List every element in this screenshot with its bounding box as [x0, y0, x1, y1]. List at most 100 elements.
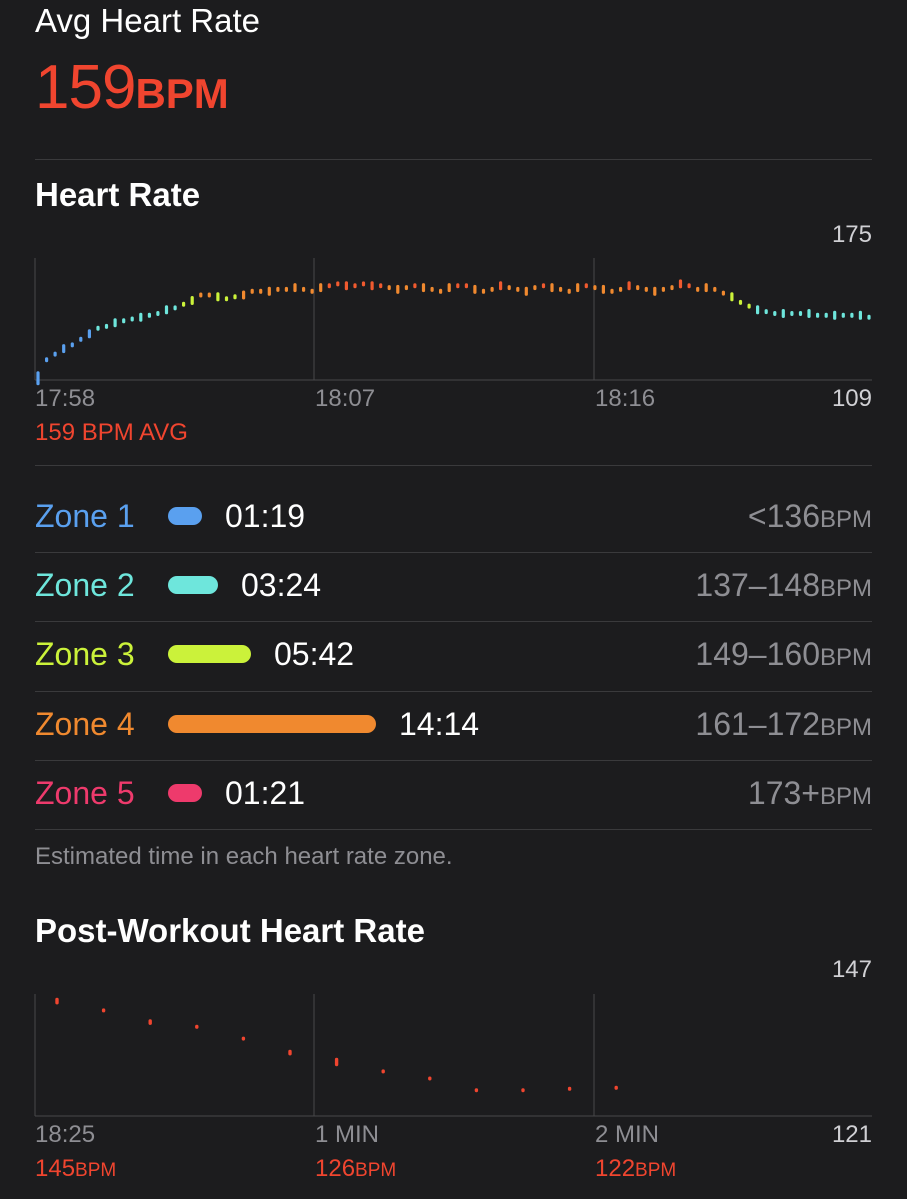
pw-data-point: [195, 1024, 199, 1029]
hr-data-point: [619, 286, 623, 292]
hr-data-point: [379, 283, 383, 289]
hr-data-point: [841, 312, 845, 318]
pw-data-point: [567, 1086, 572, 1091]
zone-time: 01:21: [225, 775, 306, 811]
hr-data-point: [293, 283, 297, 293]
hr-data-point: [182, 301, 186, 307]
hr-data-point: [130, 316, 134, 322]
pw-caption-2: 126BPM: [315, 1155, 396, 1183]
divider: [35, 829, 872, 830]
hr-data-point: [653, 286, 657, 296]
hr-data-point: [858, 310, 862, 320]
hr-data-point: [593, 285, 597, 291]
pw-data-point: [521, 1088, 525, 1093]
hr-data-point: [636, 285, 640, 291]
pw-y-min-label: 121: [831, 1121, 872, 1148]
hr-data-point: [601, 284, 605, 294]
zone-bar: [168, 645, 251, 663]
zone-label: Zone 4: [35, 706, 135, 742]
hr-data-point: [747, 303, 751, 309]
zone-row-5: Zone 5 01:21 173+BPM: [35, 761, 872, 830]
hr-data-point: [704, 283, 708, 293]
avg-heart-rate-label: Avg Heart Rate: [35, 2, 261, 39]
hr-data-point: [79, 336, 83, 342]
zone-range-unit: BPM: [819, 575, 872, 602]
pw-data-point: [474, 1088, 479, 1093]
hr-x-tick-3: 18:16: [595, 385, 656, 412]
hr-data-point: [36, 371, 40, 386]
pw-caption-unit: BPM: [355, 1160, 397, 1181]
zone-label: Zone 3: [35, 636, 135, 672]
hr-data-point: [344, 281, 348, 291]
hr-data-point: [104, 323, 109, 329]
hr-data-point: [267, 286, 271, 296]
hr-data-point: [738, 299, 743, 305]
zone-range: 149–160BPM: [695, 636, 872, 673]
hr-data-point: [773, 311, 777, 316]
hr-data-point: [533, 285, 537, 291]
zone-range: 137–148BPM: [695, 567, 872, 604]
zone-row-1: Zone 1 01:19 <136BPM: [35, 484, 872, 553]
pw-caption-value: 145: [35, 1155, 76, 1182]
zone-range: 173+BPM: [748, 775, 872, 812]
divider: [35, 621, 872, 622]
zone-bar: [168, 784, 202, 802]
hr-data-point: [764, 309, 768, 315]
hr-data-point: [464, 283, 468, 289]
hr-data-point: [336, 281, 340, 287]
zone-bar: [168, 715, 376, 733]
hr-data-point: [164, 305, 169, 315]
hr-data-point: [550, 283, 554, 293]
hr-data-point: [147, 312, 151, 318]
pw-data-point: [334, 1057, 339, 1067]
hr-data-point: [559, 286, 563, 292]
hr-data-point: [490, 286, 494, 292]
pw-caption-value: 122: [595, 1155, 636, 1182]
pw-data-point: [101, 1008, 106, 1013]
zone-range-unit: BPM: [819, 714, 872, 741]
hr-data-point: [798, 311, 803, 316]
hr-data-point: [413, 283, 417, 289]
zone-range-unit: BPM: [819, 644, 872, 671]
zone-time: 14:14: [399, 706, 480, 742]
pw-marks: [55, 997, 618, 1093]
divider: [35, 465, 872, 466]
hr-data-point: [627, 281, 631, 291]
zone-range: 161–172BPM: [695, 706, 872, 743]
pw-x-tick-1: 18:25: [35, 1121, 96, 1148]
hr-data-point: [524, 286, 528, 296]
hr-data-point: [224, 296, 229, 302]
hr-data-point: [661, 286, 665, 292]
hr-data-point: [319, 283, 323, 293]
hr-data-point: [113, 318, 117, 328]
hr-data-point: [370, 281, 374, 291]
hr-data-point: [361, 281, 366, 287]
pw-data-point: [381, 1069, 385, 1074]
hr-data-point: [730, 292, 734, 302]
hr-data-point: [678, 279, 683, 289]
zone-range-value: <136: [747, 498, 820, 534]
hr-data-point: [713, 286, 717, 292]
pw-data-point: [428, 1076, 432, 1081]
avg-heart-rate-unit: BPM: [135, 70, 229, 117]
hr-data-point: [87, 329, 91, 339]
hr-data-point: [576, 283, 580, 293]
hr-data-point: [439, 288, 443, 294]
hr-data-point: [353, 283, 357, 289]
hr-data-point: [610, 288, 614, 294]
zone-note: Estimated time in each heart rate zone.: [35, 843, 453, 870]
hr-data-point: [242, 290, 246, 300]
zone-time: 01:19: [225, 498, 306, 534]
hr-data-point: [833, 310, 837, 320]
hr-data-point: [62, 344, 66, 354]
zone-range-unit: BPM: [819, 506, 872, 533]
hr-data-point: [696, 286, 700, 292]
hr-data-point: [481, 288, 486, 294]
divider: [35, 159, 872, 160]
hr-data-point: [584, 283, 588, 289]
pw-caption-unit: BPM: [75, 1160, 117, 1181]
hr-data-point: [507, 285, 511, 291]
hr-data-point: [310, 288, 314, 294]
pw-caption-value: 126: [315, 1155, 356, 1182]
